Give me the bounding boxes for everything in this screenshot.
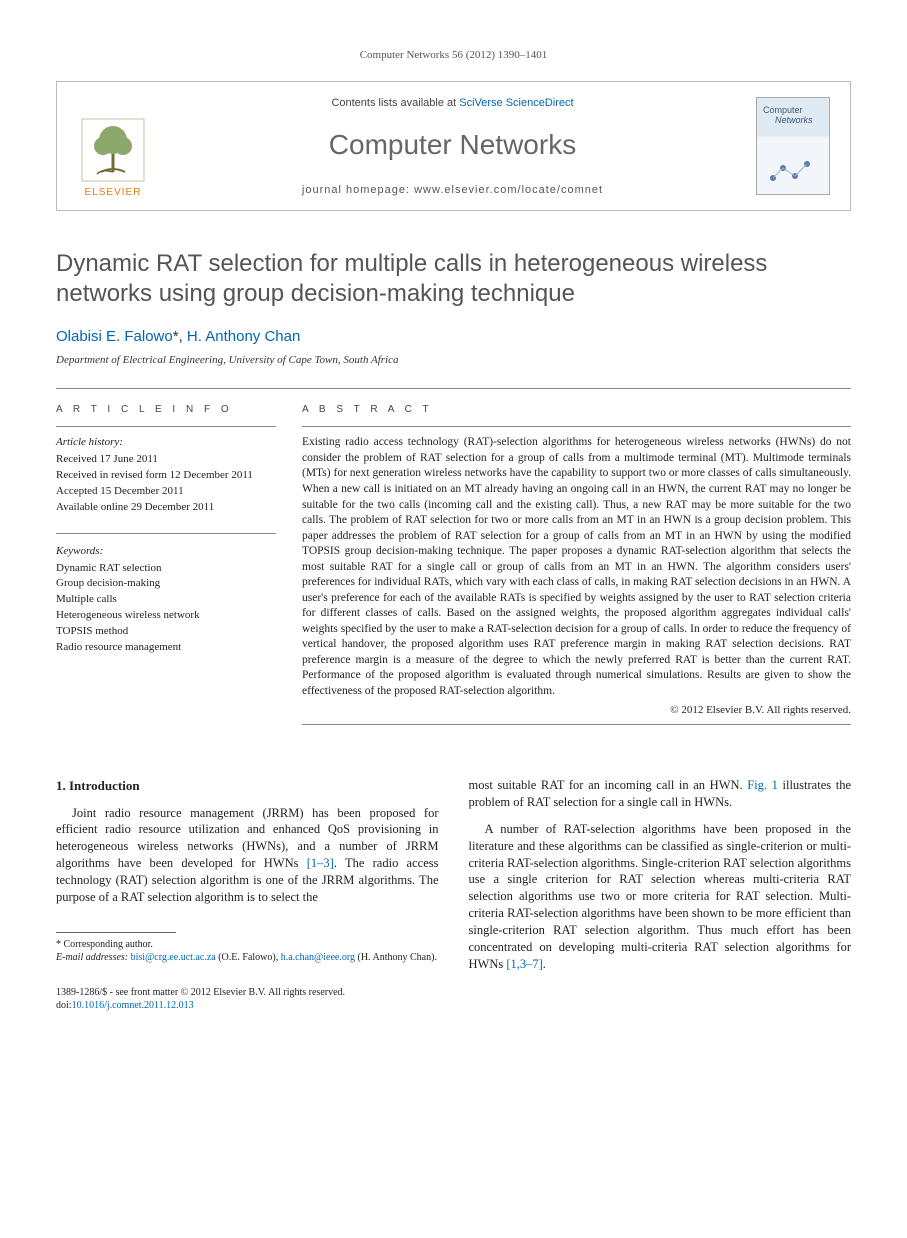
running-head: Computer Networks 56 (2012) 1390–1401 [56,48,851,63]
affiliation: Department of Electrical Engineering, Un… [56,353,851,368]
divider [302,724,851,725]
body-columns: 1. Introduction Joint radio resource man… [56,777,851,1012]
paragraph: Joint radio resource management (JRRM) h… [56,805,439,906]
abstract-label: A B S T R A C T [302,403,851,417]
history-line: Received 17 June 2011 [56,452,276,467]
author-link-2[interactable]: H. Anthony Chan [187,328,300,345]
contents-prefix: Contents lists available at [331,97,459,109]
divider [302,426,851,427]
article-info: A R T I C L E I N F O Article history: R… [56,403,276,755]
keyword: TOPSIS method [56,624,276,639]
text-run: . [543,957,546,971]
front-matter-line: 1389-1286/$ - see front matter © 2012 El… [56,986,439,999]
text-run: most suitable RAT for an incoming call i… [469,778,748,792]
keyword: Dynamic RAT selection [56,561,276,576]
text-run: A number of RAT-selection algorithms hav… [469,822,852,971]
elsevier-tree-icon [81,118,145,182]
figure-link[interactable]: Fig. 1 [747,778,778,792]
cover-word2: Networks [775,114,813,126]
publisher-block: ELSEVIER [71,92,155,200]
journal-cover-thumbnail: Computer Networks [756,97,830,195]
publisher-name: ELSEVIER [85,186,142,200]
cover-thumb-wrap: Computer Networks [750,92,836,200]
masthead-center: Contents lists available at SciVerse Sci… [155,92,750,200]
author-sep: , [179,328,187,345]
divider [56,388,851,389]
history-heading: Article history: [56,435,276,450]
keyword: Group decision-making [56,576,276,591]
doi-label: doi: [56,1000,72,1011]
contents-line: Contents lists available at SciVerse Sci… [161,96,744,111]
cover-graphic-icon [765,156,815,186]
citation-link[interactable]: [1,3–7] [506,957,542,971]
keyword: Heterogeneous wireless network [56,608,276,623]
article-info-label: A R T I C L E I N F O [56,403,276,417]
footnote-rule [56,932,176,933]
article-title: Dynamic RAT selection for multiple calls… [56,249,851,309]
section-heading: 1. Introduction [56,777,439,795]
keywords-heading: Keywords: [56,533,276,559]
column-left: 1. Introduction Joint radio resource man… [56,777,439,1012]
doi-link[interactable]: 10.1016/j.comnet.2011.12.013 [72,1000,194,1011]
journal-title: Computer Networks [161,126,744,164]
journal-homepage: journal homepage: www.elsevier.com/locat… [161,183,744,198]
email-who-2: (H. Anthony Chan). [355,952,437,963]
footer-block: 1389-1286/$ - see front matter © 2012 El… [56,986,439,1012]
author-line: Olabisi E. Falowo*, H. Anthony Chan [56,327,851,347]
divider [56,426,276,427]
abstract-text: Existing radio access technology (RAT)-s… [302,435,851,699]
keyword: Radio resource management [56,640,276,655]
email-link-1[interactable]: bisi@crg.ee.uct.ac.za [131,952,216,963]
corresponding-footnote: * Corresponding author. E-mail addresses… [56,938,439,964]
author-link-1[interactable]: Olabisi E. Falowo [56,328,173,345]
paragraph: A number of RAT-selection algorithms hav… [469,821,852,973]
email-who-1: (O.E. Falowo), [216,952,281,963]
corr-author-line: * Corresponding author. [56,938,439,951]
sciencedirect-link[interactable]: SciVerse ScienceDirect [459,97,573,109]
page: Computer Networks 56 (2012) 1390–1401 EL… [0,0,907,1052]
email-link-2[interactable]: h.a.chan@ieee.org [281,952,355,963]
journal-masthead: ELSEVIER Contents lists available at Sci… [56,81,851,211]
copyright-line: © 2012 Elsevier B.V. All rights reserved… [302,703,851,718]
doi-line: doi:10.1016/j.comnet.2011.12.013 [56,999,439,1012]
citation-link[interactable]: [1–3] [307,856,334,870]
paragraph: most suitable RAT for an incoming call i… [469,777,852,811]
email-label: E-mail addresses: [56,952,131,963]
keyword: Multiple calls [56,592,276,607]
email-line: E-mail addresses: bisi@crg.ee.uct.ac.za … [56,951,439,964]
history-line: Available online 29 December 2011 [56,500,276,515]
history-line: Received in revised form 12 December 201… [56,468,276,483]
abstract-block: A B S T R A C T Existing radio access te… [302,403,851,755]
info-abstract-grid: A R T I C L E I N F O Article history: R… [56,403,851,755]
column-right: most suitable RAT for an incoming call i… [469,777,852,1012]
history-line: Accepted 15 December 2011 [56,484,276,499]
